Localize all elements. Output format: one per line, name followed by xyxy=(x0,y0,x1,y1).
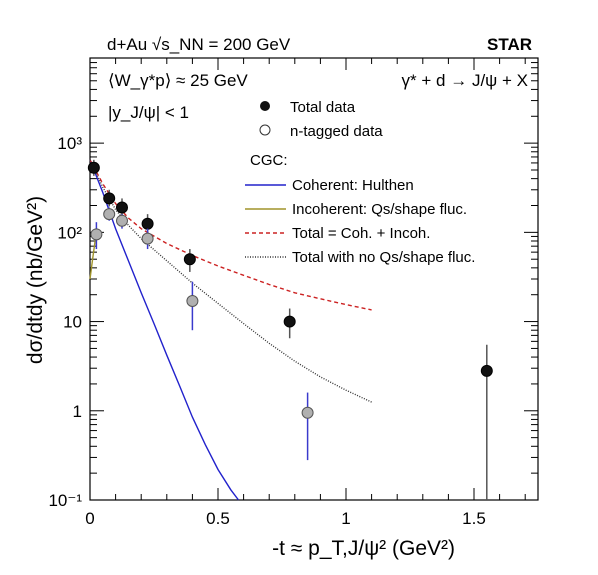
y-tick-label: 1 xyxy=(73,402,82,421)
experiment-label: STAR xyxy=(487,35,532,54)
cgc-header: CGC: xyxy=(250,152,288,169)
w-label: ⟨W_γ*p⟩ ≈ 25 GeV xyxy=(108,71,248,90)
y-tick-label: 10² xyxy=(57,223,82,242)
x-tick-label: 0 xyxy=(85,509,94,528)
ntagged-data-point xyxy=(301,406,314,419)
process-label: γ* + d → J/ψ + X xyxy=(402,71,528,90)
ntagged-data-point xyxy=(103,208,116,221)
y-tick-label: 10 xyxy=(63,313,82,332)
x-tick-label: 0.5 xyxy=(206,509,230,528)
legend-label-total-nofluc: Total with no Qs/shape fluc. xyxy=(292,249,475,266)
y-axis-title: dσ/dtdy (nb/GeV²) xyxy=(24,196,47,364)
legend-marker-total-data xyxy=(260,101,270,111)
legend: Total data n-tagged data Coherent: Hulth… xyxy=(245,99,475,266)
axis-ticks: 0 0.5 1 1.5 10⁻¹ 1 10 10² 10³ xyxy=(48,57,538,528)
y-tick-label: 10³ xyxy=(57,134,82,153)
total-data-point xyxy=(183,253,196,266)
ntagged-data-point xyxy=(116,214,128,227)
x-tick-label: 1 xyxy=(341,509,350,528)
curve-total-coh-incoh- xyxy=(89,159,372,311)
x-tick-label: 1.5 xyxy=(462,509,486,528)
data-points xyxy=(87,159,493,500)
curve-total-with-no-qs-shape-fluc- xyxy=(89,159,372,403)
curve-coherent-hulthen xyxy=(89,159,240,501)
ntagged-data-point xyxy=(90,228,103,241)
rapidity-label: |y_J/ψ| < 1 xyxy=(108,103,189,122)
legend-label-ntagged-data: n-tagged data xyxy=(290,123,383,140)
total-data-point xyxy=(141,217,154,230)
legend-label-incoherent: Incoherent: Qs/shape fluc. xyxy=(292,201,467,218)
legend-label-total-data: Total data xyxy=(290,99,356,116)
total-data-point xyxy=(87,161,100,174)
total-data-point xyxy=(103,192,116,205)
total-data-point xyxy=(116,201,128,214)
y-tick-label: 10⁻¹ xyxy=(48,491,82,510)
legend-label-coherent: Coherent: Hulthen xyxy=(292,177,414,194)
total-data-point xyxy=(283,315,296,328)
legend-label-total: Total = Coh. + Incoh. xyxy=(292,225,430,242)
x-axis-title: -t ≈ p_T,J/ψ² (GeV²) xyxy=(272,537,455,560)
ntagged-data-point xyxy=(141,232,154,245)
system-label: d+Au √s_NN = 200 GeV xyxy=(107,35,291,54)
legend-marker-ntagged-data xyxy=(259,124,271,136)
total-data-point xyxy=(480,364,493,377)
ntagged-data-point xyxy=(186,295,199,308)
